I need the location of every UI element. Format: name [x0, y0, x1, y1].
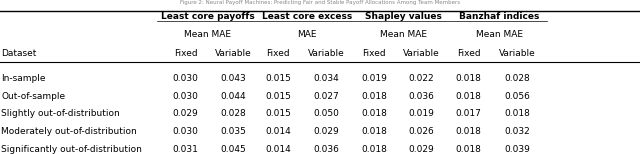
Text: 0.017: 0.017: [456, 109, 481, 118]
Text: Variable: Variable: [499, 49, 536, 58]
Text: Slightly out-of-distribution: Slightly out-of-distribution: [1, 109, 120, 118]
Text: 0.039: 0.039: [504, 145, 530, 154]
Text: 0.032: 0.032: [504, 127, 530, 136]
Text: Variable: Variable: [215, 49, 252, 58]
Text: 0.019: 0.019: [408, 109, 434, 118]
Text: 0.018: 0.018: [456, 145, 481, 154]
Text: Banzhaf indices: Banzhaf indices: [459, 12, 540, 21]
Text: Variable: Variable: [308, 49, 345, 58]
Text: 0.018: 0.018: [456, 127, 481, 136]
Text: In-sample: In-sample: [1, 74, 46, 83]
Text: 0.018: 0.018: [504, 109, 530, 118]
Text: 0.018: 0.018: [456, 74, 481, 83]
Text: Fixed: Fixed: [267, 49, 290, 58]
Text: 0.027: 0.027: [314, 92, 339, 101]
Text: Variable: Variable: [403, 49, 440, 58]
Text: 0.019: 0.019: [362, 74, 387, 83]
Text: Out-of-sample: Out-of-sample: [1, 92, 65, 101]
Text: 0.043: 0.043: [221, 74, 246, 83]
Text: 0.045: 0.045: [221, 145, 246, 154]
Text: 0.022: 0.022: [408, 74, 434, 83]
Text: 0.014: 0.014: [266, 145, 291, 154]
Text: Fixed: Fixed: [457, 49, 480, 58]
Text: 0.044: 0.044: [221, 92, 246, 101]
Text: Figure 2: Neural Payoff Machines: Predicting Fair and Stable Payoff Allocations : Figure 2: Neural Payoff Machines: Predic…: [180, 0, 460, 5]
Text: 0.028: 0.028: [504, 74, 530, 83]
Text: 0.030: 0.030: [173, 92, 198, 101]
Text: Mean MAE: Mean MAE: [184, 30, 232, 39]
Text: 0.015: 0.015: [266, 109, 291, 118]
Text: 0.028: 0.028: [221, 109, 246, 118]
Text: 0.030: 0.030: [173, 127, 198, 136]
Text: 0.050: 0.050: [314, 109, 339, 118]
Text: 0.018: 0.018: [362, 109, 387, 118]
Text: 0.056: 0.056: [504, 92, 530, 101]
Text: 0.036: 0.036: [314, 145, 339, 154]
Text: Least core payoffs: Least core payoffs: [161, 12, 255, 21]
Text: Fixed: Fixed: [174, 49, 197, 58]
Text: 0.018: 0.018: [456, 92, 481, 101]
Text: 0.026: 0.026: [408, 127, 434, 136]
Text: Mean MAE: Mean MAE: [380, 30, 427, 39]
Text: 0.031: 0.031: [173, 145, 198, 154]
Text: 0.030: 0.030: [173, 74, 198, 83]
Text: 0.029: 0.029: [173, 109, 198, 118]
Text: Mean MAE: Mean MAE: [476, 30, 523, 39]
Text: 0.034: 0.034: [314, 74, 339, 83]
Text: Dataset: Dataset: [1, 49, 36, 58]
Text: MAE: MAE: [298, 30, 317, 39]
Text: Moderately out-of-distribution: Moderately out-of-distribution: [1, 127, 137, 136]
Text: Least core excess: Least core excess: [262, 12, 353, 21]
Text: 0.035: 0.035: [221, 127, 246, 136]
Text: 0.018: 0.018: [362, 127, 387, 136]
Text: 0.015: 0.015: [266, 92, 291, 101]
Text: 0.015: 0.015: [266, 74, 291, 83]
Text: 0.018: 0.018: [362, 92, 387, 101]
Text: Shapley values: Shapley values: [365, 12, 442, 21]
Text: Significantly out-of-distribution: Significantly out-of-distribution: [1, 145, 142, 154]
Text: 0.029: 0.029: [314, 127, 339, 136]
Text: Fixed: Fixed: [363, 49, 386, 58]
Text: 0.036: 0.036: [408, 92, 434, 101]
Text: 0.014: 0.014: [266, 127, 291, 136]
Text: 0.029: 0.029: [408, 145, 434, 154]
Text: 0.018: 0.018: [362, 145, 387, 154]
